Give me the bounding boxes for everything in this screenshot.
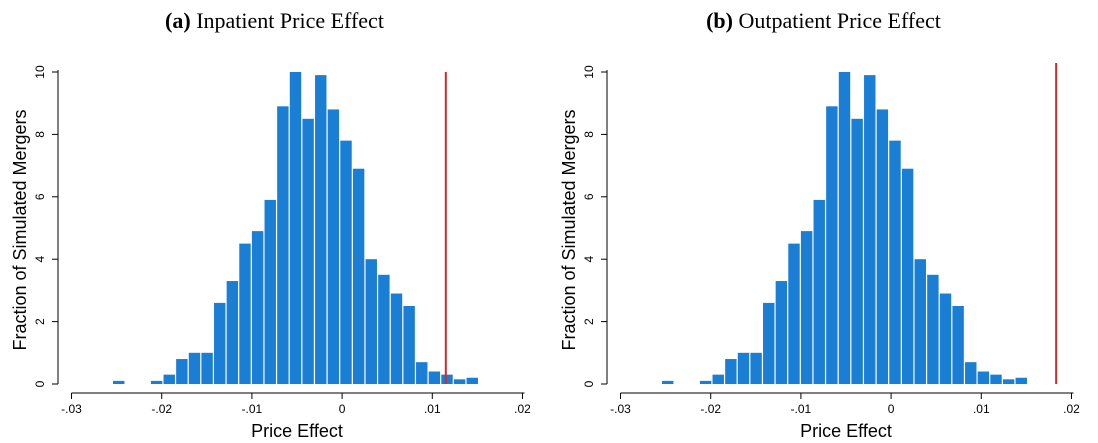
- histogram-bar: [889, 140, 901, 384]
- histogram-bar: [851, 118, 863, 385]
- x-tick-label: 0: [339, 402, 346, 416]
- x-tick-label: .02: [514, 402, 531, 416]
- y-tick-label: 4: [33, 256, 47, 263]
- histogram-bar: [813, 199, 825, 384]
- histogram-bar: [712, 374, 724, 384]
- histogram-bar: [662, 380, 674, 384]
- panel-title: (b) Outpatient Price Effect: [549, 8, 1098, 34]
- histogram-bar: [788, 243, 800, 384]
- y-axis-label: Fraction of Simulated Mergers: [559, 109, 579, 350]
- histogram-bar: [965, 362, 977, 384]
- histogram-bar: [390, 293, 403, 384]
- histogram-bar: [264, 199, 276, 384]
- chart-title: Inpatient Price Effect: [196, 8, 384, 33]
- y-tick-label: 8: [582, 131, 596, 138]
- y-tick-label: 4: [582, 256, 596, 263]
- x-axis-label: Price Effect: [251, 421, 343, 441]
- histogram-bar: [428, 371, 441, 384]
- panel-inpatient: (a) Inpatient Price Effect 0 2 4 6 8 10 -.03 -.…: [0, 8, 549, 441]
- y-tick-label: 2: [582, 318, 596, 325]
- histogram-bar: [914, 259, 926, 384]
- histogram-bar: [226, 281, 239, 384]
- histogram-bar: [365, 259, 377, 384]
- x-tick-label: -.02: [700, 402, 721, 416]
- histogram-bar: [378, 274, 390, 384]
- histogram-bar: [901, 168, 914, 384]
- y-tick-label: 6: [33, 193, 47, 200]
- histogram-bar: [403, 306, 415, 384]
- histogram-bar: [939, 293, 952, 384]
- x-tick-label: -.03: [61, 402, 82, 416]
- chart-title: Outpatient Price Effect: [738, 8, 941, 33]
- histogram-bar: [251, 231, 264, 384]
- histogram-bar: [800, 231, 813, 384]
- panel-outpatient: (b) Outpatient Price Effect 0 2 4 6 8 10 -.03 -…: [549, 0, 1098, 443]
- histogram-bar: [302, 118, 314, 385]
- histogram-bar: [453, 379, 466, 384]
- histogram-bar: [699, 380, 712, 384]
- x-tick-label: -.03: [610, 402, 631, 416]
- histogram-bar: [990, 374, 1002, 384]
- histogram-bar: [289, 72, 302, 384]
- histogram-bar: [927, 274, 939, 384]
- histogram-bar: [775, 281, 788, 384]
- histogram-bar: [952, 306, 964, 384]
- x-tick-label: .02: [1063, 402, 1080, 416]
- histogram-bar: [239, 243, 251, 384]
- histogram-bar: [725, 359, 737, 384]
- x-tick-label: -.01: [242, 402, 263, 416]
- histogram-bar: [176, 359, 188, 384]
- histogram-bar: [340, 140, 352, 384]
- histogram-bar: [466, 377, 478, 384]
- histogram-bar: [826, 106, 838, 384]
- histogram-chart: 0 2 4 6 8 10 -.03 -.02 -.01 0 .01 .02 Price Effect Fr…: [559, 63, 1080, 441]
- histogram-bar: [327, 109, 340, 384]
- histogram-bar: [763, 302, 775, 384]
- histogram-bar: [113, 380, 125, 384]
- panel-tag: (b): [706, 8, 733, 33]
- histogram-bar: [315, 75, 327, 385]
- histogram-bar: [163, 374, 175, 384]
- histogram-bar: [416, 362, 428, 384]
- histogram-bar: [150, 380, 163, 384]
- x-tick-label: -.02: [151, 402, 172, 416]
- y-tick-label: 0: [582, 380, 596, 387]
- y-tick-label: 0: [33, 380, 47, 387]
- y-tick-label: 10: [582, 65, 596, 79]
- histogram-bar: [1002, 379, 1015, 384]
- x-tick-label: .01: [424, 402, 441, 416]
- histogram-bar: [750, 352, 762, 384]
- histogram-bar: [352, 168, 365, 384]
- histogram-bar: [441, 374, 453, 384]
- histogram-chart: 0 2 4 6 8 10 -.03 -.02 -.01 0 .01 .02 Price Effect Fr…: [10, 65, 531, 441]
- x-tick-label: -.01: [791, 402, 812, 416]
- x-axis-label: Price Effect: [800, 421, 892, 441]
- histogram-bar: [977, 371, 990, 384]
- histogram-bar: [1015, 377, 1027, 384]
- y-tick-label: 8: [33, 131, 47, 138]
- x-tick-label: 0: [888, 402, 895, 416]
- y-axis-label: Fraction of Simulated Mergers: [10, 109, 30, 350]
- panel-title: (a) Inpatient Price Effect: [0, 8, 549, 34]
- histogram-bar: [201, 352, 213, 384]
- histogram-bar: [876, 109, 889, 384]
- histogram-bar: [737, 352, 750, 384]
- histogram-bar: [214, 302, 226, 384]
- histogram-bar: [838, 72, 851, 384]
- y-tick-label: 10: [33, 65, 47, 79]
- y-tick-label: 6: [582, 193, 596, 200]
- panel-tag: (a): [165, 8, 191, 33]
- y-tick-label: 2: [33, 318, 47, 325]
- x-tick-label: .01: [973, 402, 990, 416]
- histogram-bar: [188, 352, 201, 384]
- histogram-bar: [864, 75, 876, 385]
- histogram-bar: [277, 106, 289, 384]
